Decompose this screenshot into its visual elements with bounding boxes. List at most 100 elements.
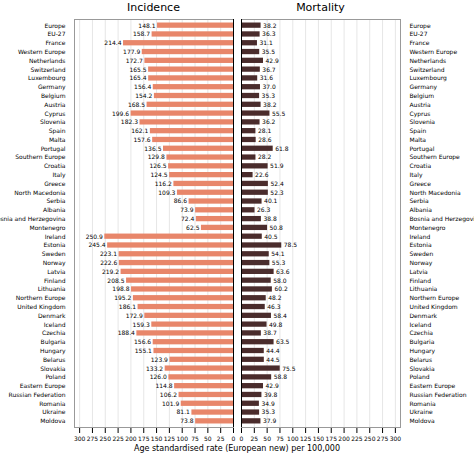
- svg-text:250: 250: [100, 435, 112, 442]
- svg-text:200: 200: [338, 435, 350, 442]
- svg-text:Italy: Italy: [410, 171, 423, 179]
- svg-text:Russian Federation: Russian Federation: [9, 391, 66, 398]
- svg-text:150: 150: [151, 435, 163, 442]
- svg-text:Bulgaria: Bulgaria: [410, 338, 435, 346]
- svg-text:55.5: 55.5: [272, 110, 286, 117]
- svg-text:177.9: 177.9: [123, 48, 140, 55]
- svg-text:Czechia: Czechia: [42, 329, 66, 336]
- svg-text:58.4: 58.4: [273, 312, 287, 319]
- svg-text:0: 0: [232, 435, 236, 442]
- svg-text:129.8: 129.8: [148, 153, 165, 160]
- svg-text:125: 125: [164, 435, 176, 442]
- svg-text:Spain: Spain: [49, 127, 66, 135]
- svg-text:51.9: 51.9: [270, 162, 284, 169]
- svg-text:156.6: 156.6: [134, 338, 151, 345]
- svg-text:Slovakia: Slovakia: [410, 365, 436, 372]
- svg-text:73.8: 73.8: [180, 417, 194, 424]
- svg-text:Cyprus: Cyprus: [45, 110, 66, 118]
- svg-text:31.6: 31.6: [260, 74, 274, 81]
- svg-text:Eastern Europe: Eastern Europe: [410, 382, 456, 390]
- svg-text:175: 175: [138, 435, 150, 442]
- svg-text:275: 275: [87, 435, 99, 442]
- svg-text:125: 125: [300, 435, 312, 442]
- svg-text:Bosnia and Herzegovina: Bosnia and Herzegovina: [410, 215, 474, 223]
- svg-text:36.3: 36.3: [262, 30, 276, 37]
- svg-text:United Kingdom: United Kingdom: [410, 303, 458, 311]
- svg-text:116.2: 116.2: [155, 180, 172, 187]
- svg-text:Spain: Spain: [410, 127, 427, 135]
- svg-text:199.6: 199.6: [112, 110, 129, 117]
- svg-text:100: 100: [287, 435, 299, 442]
- svg-text:Western Europe: Western Europe: [18, 48, 66, 56]
- svg-text:Southern Europe: Southern Europe: [410, 153, 461, 161]
- svg-text:North Macedonia: North Macedonia: [410, 189, 461, 196]
- svg-text:Portugal: Portugal: [410, 145, 435, 153]
- svg-text:58.8: 58.8: [274, 373, 288, 380]
- svg-text:46.3: 46.3: [267, 303, 281, 310]
- svg-text:35.5: 35.5: [262, 48, 276, 55]
- svg-text:Europe: Europe: [44, 22, 65, 30]
- svg-text:157.6: 157.6: [133, 136, 150, 143]
- svg-text:136.5: 136.5: [144, 145, 161, 152]
- svg-text:156.4: 156.4: [134, 83, 151, 90]
- svg-text:37.0: 37.0: [262, 83, 276, 90]
- svg-text:78.5: 78.5: [284, 241, 298, 248]
- svg-text:Eastern Europe: Eastern Europe: [20, 382, 66, 390]
- svg-text:168.5: 168.5: [128, 101, 145, 108]
- svg-text:106.2: 106.2: [160, 391, 177, 398]
- svg-text:Portugal: Portugal: [41, 145, 66, 153]
- svg-text:250.9: 250.9: [86, 233, 103, 240]
- svg-text:200: 200: [125, 435, 137, 442]
- svg-text:Albania: Albania: [410, 206, 433, 213]
- svg-text:198.8: 198.8: [112, 285, 129, 292]
- svg-text:52.3: 52.3: [270, 189, 284, 196]
- svg-text:Montenegro: Montenegro: [410, 224, 446, 232]
- svg-text:Northern Europe: Northern Europe: [410, 294, 460, 302]
- svg-text:208.5: 208.5: [107, 277, 124, 284]
- svg-text:172.9: 172.9: [126, 312, 143, 319]
- svg-text:Slovakia: Slovakia: [40, 365, 66, 372]
- svg-text:158.7: 158.7: [133, 30, 150, 37]
- svg-text:214.4: 214.4: [104, 39, 121, 46]
- svg-text:175: 175: [326, 435, 338, 442]
- svg-text:35.3: 35.3: [262, 408, 276, 415]
- svg-text:United Kingdom: United Kingdom: [17, 303, 65, 311]
- svg-text:Croatia: Croatia: [410, 162, 432, 169]
- svg-text:63.6: 63.6: [276, 268, 290, 275]
- svg-text:Greece: Greece: [44, 180, 66, 187]
- svg-text:126.5: 126.5: [149, 162, 166, 169]
- svg-text:Finland: Finland: [410, 277, 432, 284]
- svg-text:Latvia: Latvia: [47, 268, 66, 275]
- svg-text:126.0: 126.0: [150, 373, 167, 380]
- svg-text:50: 50: [204, 435, 212, 442]
- svg-text:Czechia: Czechia: [410, 329, 434, 336]
- svg-text:Germany: Germany: [410, 83, 438, 91]
- svg-text:38.2: 38.2: [263, 22, 277, 29]
- svg-text:75: 75: [276, 435, 284, 442]
- svg-text:195.2: 195.2: [114, 294, 131, 301]
- svg-text:Malta: Malta: [49, 136, 66, 143]
- svg-text:Ukraine: Ukraine: [410, 408, 433, 415]
- svg-text:300: 300: [390, 435, 402, 442]
- svg-text:Hungary: Hungary: [40, 347, 66, 355]
- svg-text:Bosnia and Herzegovina: Bosnia and Herzegovina: [0, 215, 66, 223]
- svg-text:245.4: 245.4: [88, 241, 105, 248]
- svg-text:81.1: 81.1: [177, 408, 191, 415]
- svg-text:Finland: Finland: [44, 277, 66, 284]
- svg-text:Ireland: Ireland: [45, 233, 66, 240]
- svg-text:Europe: Europe: [410, 22, 431, 30]
- svg-text:36.2: 36.2: [262, 118, 276, 125]
- svg-text:75: 75: [191, 435, 199, 442]
- svg-text:63.5: 63.5: [276, 338, 290, 345]
- svg-text:EU-27: EU-27: [410, 30, 428, 37]
- svg-text:Belarus: Belarus: [410, 356, 433, 363]
- svg-text:250: 250: [364, 435, 376, 442]
- svg-text:148.1: 148.1: [138, 22, 155, 29]
- svg-text:Luxembourg: Luxembourg: [28, 74, 66, 82]
- svg-text:154.2: 154.2: [135, 92, 152, 99]
- svg-text:Norway: Norway: [43, 259, 66, 267]
- svg-text:31.1: 31.1: [259, 39, 273, 46]
- svg-text:Lithuania: Lithuania: [38, 285, 66, 292]
- svg-text:172.7: 172.7: [126, 57, 143, 64]
- svg-text:124.5: 124.5: [150, 171, 167, 178]
